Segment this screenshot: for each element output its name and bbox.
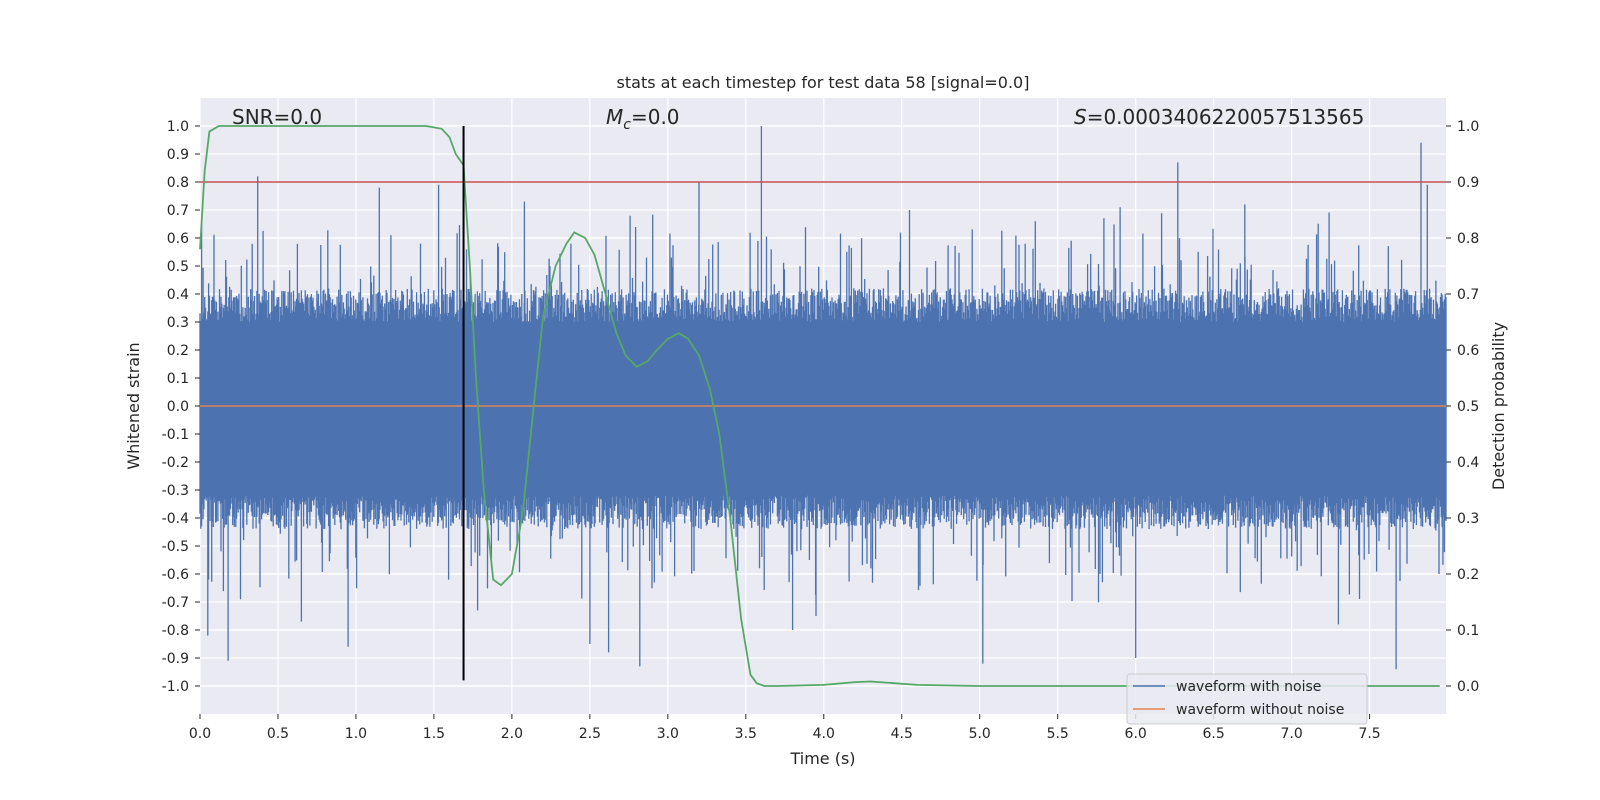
y-left-tick-label: -1.0	[162, 679, 189, 695]
mc-subscript: c	[623, 117, 631, 133]
legend: waveform with noise waveform without noi…	[1126, 673, 1368, 725]
y-right-tick-label: 0.2	[1457, 567, 1479, 583]
x-tick-label: 5.0	[969, 726, 991, 742]
s-value: =0.0003406220057513565	[1087, 105, 1365, 129]
y-left-tick-label: 0.7	[167, 203, 189, 219]
mc-symbol: M	[606, 105, 623, 129]
y-right-tick-label: 0.3	[1457, 511, 1479, 527]
detection-probability-line	[199, 125, 1440, 687]
y-right-tick-label: 0.1	[1457, 623, 1479, 639]
x-tick-label: 0.5	[267, 726, 289, 742]
y-left-tick-label: -0.1	[162, 427, 189, 443]
y-left-tick-label: 0.4	[167, 287, 189, 303]
y-left-tick-label: -0.7	[162, 595, 189, 611]
x-tick-label: 3.5	[735, 726, 757, 742]
x-tick-label: 0.0	[189, 726, 211, 742]
y-right-tick-label: 0.6	[1457, 343, 1479, 359]
y-left-tick-label: 0.5	[167, 259, 189, 275]
x-tick-label: 7.5	[1358, 726, 1380, 742]
y-axis-right-title: Detection probability	[1489, 322, 1508, 490]
legend-label-noise: waveform with noise	[1176, 679, 1321, 695]
y-right-tick-label: 1.0	[1457, 119, 1479, 135]
y-left-tick-label: 0.0	[167, 399, 189, 415]
x-tick-label: 2.0	[501, 726, 523, 742]
x-tick-label: 4.5	[891, 726, 913, 742]
x-tick-label: 1.0	[345, 726, 367, 742]
y-right-tick-label: 0.4	[1457, 455, 1479, 471]
s-annotation: S=0.0003406220057513565	[1074, 105, 1364, 129]
s-symbol: S	[1074, 105, 1087, 129]
chart-title: stats at each timestep for test data 58 …	[617, 73, 1030, 92]
y-right-tick-label: 0.8	[1457, 231, 1479, 247]
x-tick-label: 3.0	[657, 726, 679, 742]
y-left-tick-label: -0.9	[162, 651, 189, 667]
tick-layer: 0.0 0.5 1.0 1.5 2.0 2.5 3.0 3.5 4.0 4.5 5.0 5.5 6.0 6…	[162, 119, 1480, 742]
x-tick-label: 7.0	[1280, 726, 1302, 742]
y-left-tick-label: 0.2	[167, 343, 189, 359]
legend-box	[1126, 673, 1368, 725]
snr-annotation: SNR=0.0	[232, 105, 322, 129]
y-right-tick-label: 0.7	[1457, 287, 1479, 303]
y-left-tick-label: 0.1	[167, 371, 189, 387]
mc-value: =0.0	[631, 105, 680, 129]
y-left-tick-label: -0.5	[162, 539, 189, 555]
x-tick-label: 5.5	[1047, 726, 1069, 742]
y-left-tick-label: -0.4	[162, 511, 189, 527]
y-right-tick-label: 0.5	[1457, 399, 1479, 415]
x-tick-label: 6.0	[1125, 726, 1147, 742]
y-right-tick-label: 0.0	[1457, 679, 1479, 695]
y-left-tick-label: 1.0	[167, 119, 189, 135]
y-axis-left-title: Whitened strain	[124, 342, 143, 469]
y-left-tick-label: -0.6	[162, 567, 189, 583]
y-left-tick-label: 0.9	[167, 147, 189, 163]
x-axis-title: Time (s)	[789, 749, 855, 768]
y-left-tick-label: -0.2	[162, 455, 189, 471]
y-left-tick-label: -0.3	[162, 483, 189, 499]
y-left-tick-label: 0.3	[167, 315, 189, 331]
x-tick-label: 1.5	[423, 726, 445, 742]
y-left-tick-label: 0.8	[167, 175, 189, 191]
x-tick-label: 6.5	[1203, 726, 1225, 742]
lines-layer	[199, 125, 1446, 687]
y-left-tick-label: -0.8	[162, 623, 189, 639]
y-right-tick-label: 0.9	[1457, 175, 1479, 191]
legend-label-clean: waveform without noise	[1176, 702, 1344, 718]
mc-annotation: Mc=0.0	[606, 105, 680, 133]
x-tick-label: 2.5	[579, 726, 601, 742]
x-tick-label: 4.0	[813, 726, 835, 742]
y-left-tick-label: 0.6	[167, 231, 189, 247]
